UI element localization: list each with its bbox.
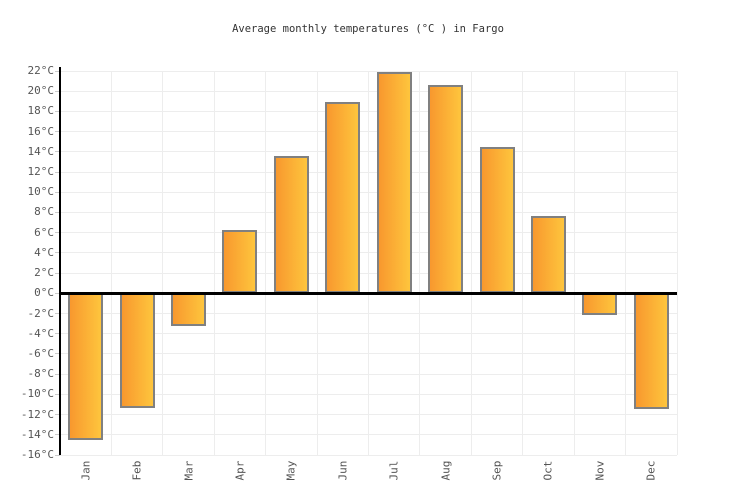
y-axis-tick (55, 353, 60, 355)
y-axis-tick (55, 151, 60, 153)
bar-nov (582, 293, 618, 315)
v-gridline (625, 71, 627, 455)
v-gridline (213, 71, 215, 455)
bar-aug (428, 85, 464, 294)
y-axis-tick (55, 434, 60, 436)
y-axis-tick (55, 90, 60, 92)
x-axis-label-aug: Aug (439, 460, 453, 481)
v-gridline (676, 71, 678, 455)
bar-dec (633, 293, 669, 409)
y-axis-tick (55, 393, 60, 395)
y-axis-label: 22°C (27, 64, 55, 77)
bar-mar (171, 293, 207, 326)
y-axis-label: -4°C (27, 326, 55, 340)
bar-feb (119, 293, 155, 408)
y-axis-label: 2°C (34, 266, 54, 280)
y-axis-tick (55, 70, 60, 72)
x-axis-label-may: May (284, 460, 298, 481)
y-axis-label: 0°C (34, 286, 54, 300)
y-axis-tick (55, 292, 60, 294)
y-axis-label: 12°C (27, 165, 55, 179)
y-axis-label: -14°C (20, 427, 54, 441)
y-axis-tick (55, 211, 60, 213)
y-axis-label: 6°C (34, 225, 54, 239)
y-axis-label: -6°C (27, 346, 55, 360)
y-axis-tick (55, 232, 60, 234)
x-axis-label-nov: Nov (593, 460, 607, 481)
x-axis-label-apr: Apr (233, 460, 247, 481)
y-axis-label: 14°C (27, 144, 55, 158)
y-axis-tick (55, 313, 60, 315)
v-gridline (162, 71, 164, 455)
y-axis-tick (55, 171, 60, 173)
zero-line (60, 292, 677, 295)
v-gridline (265, 71, 267, 455)
y-axis-label: 20°C (27, 84, 55, 98)
y-axis-label: -2°C (27, 306, 55, 320)
y-axis-tick (55, 333, 60, 335)
y-axis-line (58, 67, 61, 455)
y-axis-tick (55, 414, 60, 416)
y-axis-tick (55, 131, 60, 133)
y-axis-tick (55, 110, 60, 112)
v-gridline (470, 71, 472, 455)
x-axis-label-jan: Jan (79, 460, 93, 481)
x-axis-label-jul: Jul (387, 460, 401, 481)
x-axis-label-jun: Jun (336, 460, 350, 481)
y-axis-tick (55, 272, 60, 274)
y-axis-label: 16°C (27, 124, 55, 138)
y-axis-tick (55, 373, 60, 375)
y-axis-label: -10°C (20, 387, 54, 401)
y-axis-label: -16°C (20, 448, 54, 461)
y-axis-label: 8°C (34, 205, 54, 219)
v-gridline (419, 71, 421, 455)
y-axis-label: -8°C (27, 367, 55, 381)
y-axis-label: 4°C (34, 245, 54, 259)
bar-oct (530, 215, 566, 294)
bar-sep (479, 146, 515, 294)
bar-jan (68, 293, 104, 440)
h-gridline (60, 454, 677, 456)
v-gridline (573, 71, 575, 455)
v-gridline (316, 71, 318, 455)
x-axis-label-dec: Dec (644, 460, 658, 481)
v-gridline (368, 71, 369, 455)
y-axis-label: 18°C (27, 104, 55, 118)
x-axis-label-mar: Mar (182, 460, 196, 481)
v-gridline (110, 71, 112, 455)
x-axis-label-sep: Sep (490, 460, 504, 481)
chart-title: Average monthly temperatures (°C ) in Fa… (232, 23, 504, 35)
y-axis-label: 10°C (27, 185, 55, 199)
x-axis-label-feb: Feb (130, 460, 144, 481)
y-axis-tick (55, 252, 60, 254)
y-axis-tick (55, 191, 60, 193)
x-axis-label-oct: Oct (541, 460, 555, 481)
v-gridline (522, 71, 524, 455)
y-axis-label: -12°C (20, 407, 54, 421)
y-axis-tick (55, 454, 60, 456)
bar-jun (325, 102, 361, 294)
bar-jul (376, 72, 412, 294)
bar-may (273, 155, 309, 294)
bar-apr (222, 229, 258, 294)
